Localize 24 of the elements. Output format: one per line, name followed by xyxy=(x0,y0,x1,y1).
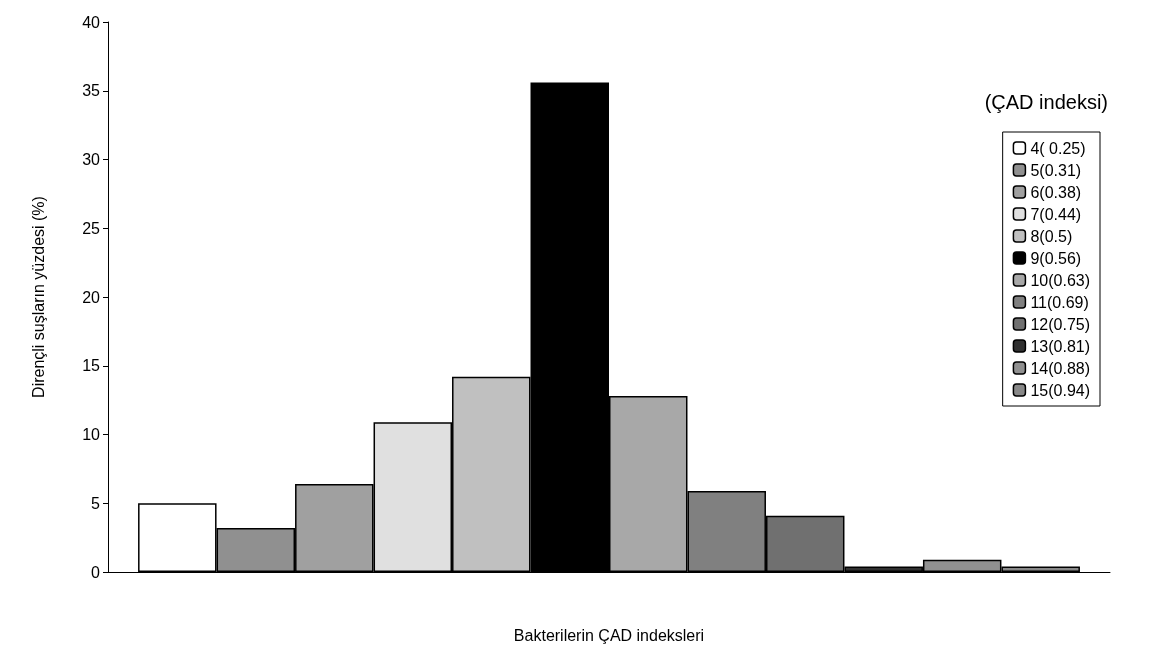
legend-title: (ÇAD indeksi) xyxy=(984,91,1108,113)
x-axis-title: Bakterilerin ÇAD indeksleri xyxy=(513,626,705,644)
y-tick-label: 40 xyxy=(82,13,101,31)
y-tick-label: 0 xyxy=(91,563,101,581)
y-tick-label: 20 xyxy=(82,288,101,306)
y-tick-label: 30 xyxy=(82,151,101,168)
legend-label: 6(0.38) xyxy=(1030,183,1082,201)
y-axis-title: Dirençli suşların yüzdesi (%) xyxy=(29,196,47,398)
legend-label: 14(0.88) xyxy=(1030,359,1090,377)
legend-label: 5(0.31) xyxy=(1030,161,1082,179)
legend-label: 9(0.56) xyxy=(1030,249,1082,267)
y-tick-label: 5 xyxy=(91,494,101,512)
legend-label: 15(0.94) xyxy=(1030,381,1090,399)
legend-label: 11(0.69) xyxy=(1030,293,1089,311)
legend-label: 10(0.63) xyxy=(1030,271,1090,289)
y-tick-label: 15 xyxy=(82,357,101,375)
legend-label: 7(0.44) xyxy=(1030,205,1082,223)
legend-label: 8(0.5) xyxy=(1030,227,1073,245)
legend-label: 4( 0.25) xyxy=(1030,139,1086,157)
legend-label: 13(0.81) xyxy=(1030,337,1090,355)
y-tick-label: 25 xyxy=(82,219,101,237)
y-tick-label: 10 xyxy=(82,426,101,443)
y-tick-label: 35 xyxy=(82,82,101,100)
legend-label: 12(0.75) xyxy=(1030,315,1090,333)
